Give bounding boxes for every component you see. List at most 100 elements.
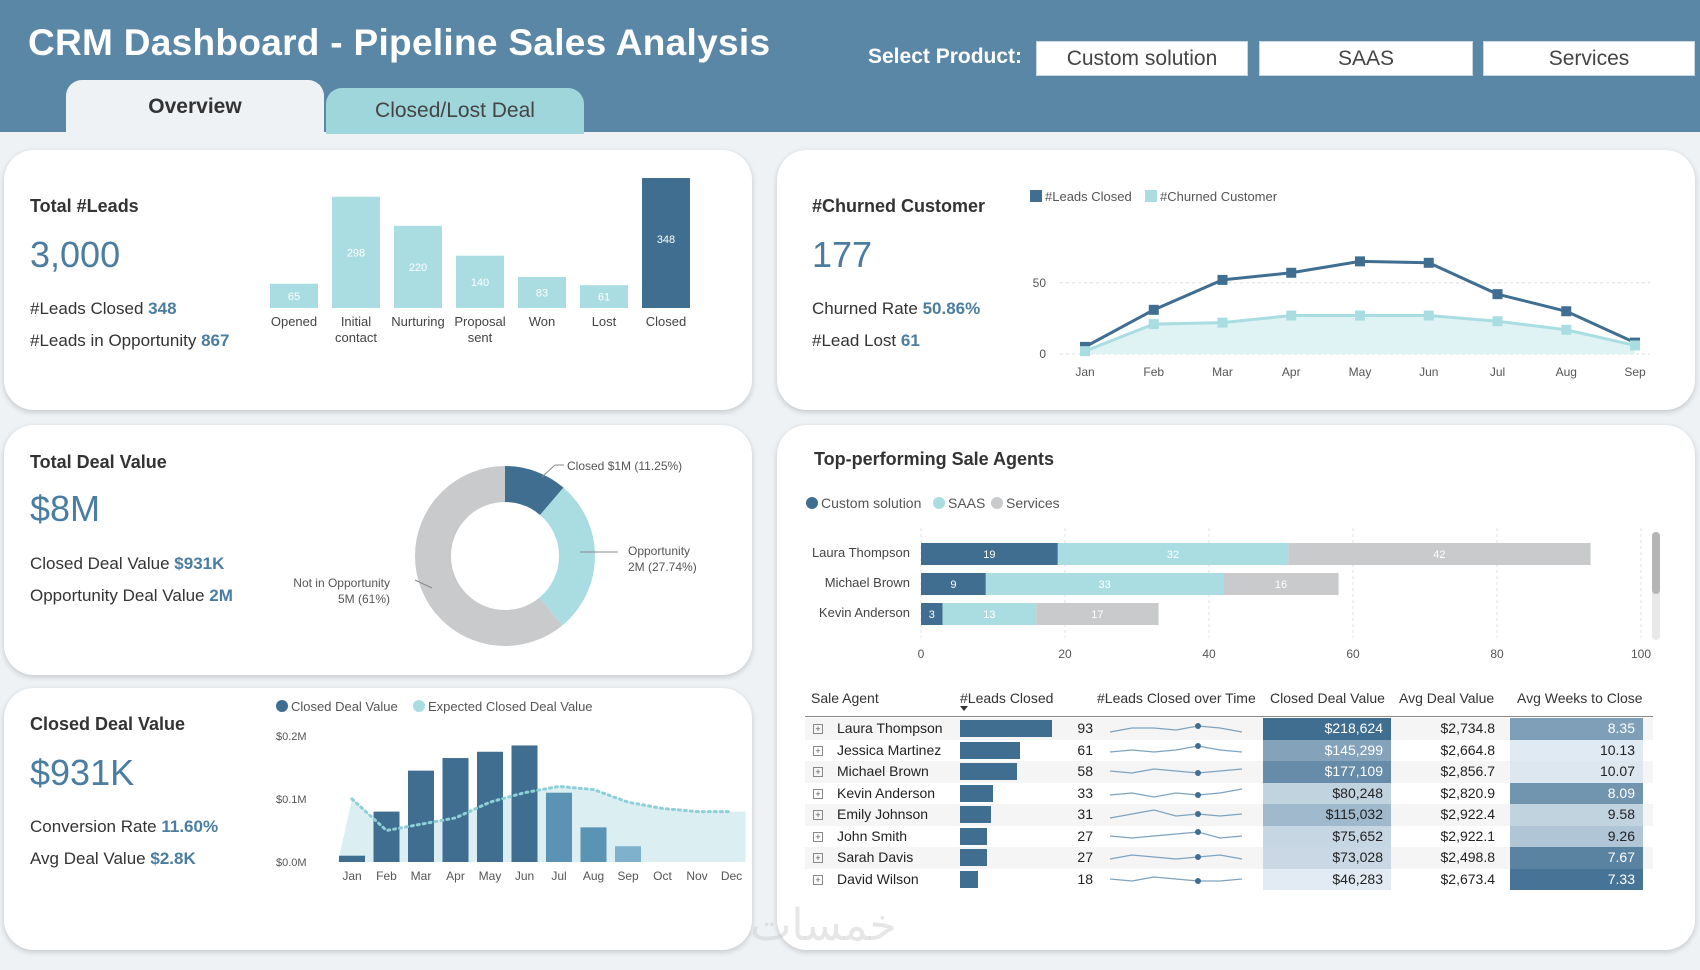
- table-header-avg-deal-value[interactable]: Avg Deal Value: [1399, 690, 1495, 706]
- monthly-deal-value-chart: Closed Deal Value Expected Closed Deal Va…: [276, 699, 746, 883]
- table-row[interactable]: + Kevin Anderson 33 $80,248 $2,820.9 8.09: [805, 782, 1653, 804]
- legend-dot-closed-deal-value: [276, 700, 288, 712]
- point-leads-closed-feb: [1148, 304, 1159, 315]
- avg-weeks-cell: 7.67: [1510, 847, 1643, 869]
- legend-label-closed-deal-value: Closed Deal Value: [291, 699, 398, 714]
- leads-sparkline: [1109, 809, 1243, 819]
- point-churned-customer-aug: [1561, 324, 1572, 335]
- y-tick-2: $0.2M: [276, 731, 307, 743]
- table-row[interactable]: + David Wilson 18 $46,283 $2,673.4 7.33: [805, 868, 1653, 890]
- x-tick-jul: Jul: [1490, 365, 1505, 379]
- leads-closed-bar: [960, 806, 991, 823]
- x-tick-jun: Jun: [1419, 365, 1438, 379]
- tab-overview[interactable]: Overview: [66, 80, 324, 134]
- expand-row-icon[interactable]: +: [813, 745, 823, 756]
- slice-not-in-opportunity: [415, 466, 595, 646]
- bar-label-michael-brown: Michael Brown: [825, 575, 910, 590]
- bar-lost: [580, 285, 628, 308]
- slice-label-opportunity-1: Opportunity: [628, 544, 690, 558]
- point-churned-customer-may: [1355, 310, 1365, 321]
- bar-value-opened: 65: [288, 291, 300, 303]
- closed-deal-value-cell: $177,109: [1263, 761, 1391, 783]
- table-row[interactable]: + Emily Johnson 31 $115,032 $2,922.4 9.58: [805, 804, 1653, 826]
- agent-name: Michael Brown: [837, 763, 929, 779]
- x-tick-feb: Feb: [1143, 365, 1164, 379]
- lead-lost-stat: #Lead Lost 61: [812, 331, 920, 350]
- expand-row-icon[interactable]: +: [813, 831, 823, 842]
- point-churned-customer-jan: [1080, 346, 1090, 357]
- table-header-avg-weeks[interactable]: Avg Weeks to Close: [1517, 690, 1643, 706]
- leads-closed-value: 58: [1077, 763, 1093, 779]
- sparkline-path: [1109, 875, 1243, 882]
- table-header-closed-deal-value[interactable]: Closed Deal Value: [1270, 690, 1385, 706]
- table-header-agent[interactable]: Sale Agent: [811, 690, 879, 706]
- tab-closed-lost-deal[interactable]: Closed/Lost Deal: [326, 88, 584, 134]
- leads-sparkline: [1109, 875, 1243, 884]
- leads-closed-value: 93: [1077, 720, 1093, 736]
- legend-dot-custom-solution: [806, 497, 818, 509]
- product-button-saas[interactable]: SAAS: [1259, 41, 1473, 76]
- point-leads-closed-jun: [1423, 257, 1434, 268]
- expand-row-icon[interactable]: +: [813, 874, 823, 885]
- x-tick-nov: Nov: [686, 869, 707, 883]
- bar-value-michael-brown-custom-solution: 9: [950, 579, 956, 591]
- closed-deal-value-stat: Closed Deal Value $931K: [30, 554, 225, 573]
- legend-dot-expected: [413, 700, 425, 712]
- expand-row-icon[interactable]: +: [813, 724, 823, 734]
- agents-chart-scroll-thumb[interactable]: [1652, 532, 1660, 594]
- avg-weeks-cell: 8.35: [1510, 718, 1643, 740]
- table-header-leads-over-time[interactable]: #Leads Closed over Time: [1097, 690, 1256, 706]
- sparkline-marker: [1195, 770, 1201, 776]
- sparkline-marker: [1195, 791, 1201, 798]
- legend-swatch-churned-customer: [1145, 190, 1157, 202]
- product-button-custom-solution[interactable]: Custom solution: [1036, 41, 1248, 76]
- legend-swatch-leads-closed: [1030, 190, 1042, 202]
- table-row[interactable]: + Michael Brown 58 $177,109 $2,856.7 10.07: [805, 761, 1653, 783]
- avg-deal-value-cell: $2,856.7: [1440, 763, 1496, 779]
- closed-deal-value-cell: $73,028: [1263, 847, 1391, 869]
- bar-label-laura-thompson: Laura Thompson: [812, 545, 910, 560]
- table-row[interactable]: + John Smith 27 $75,652 $2,922.1 9.26: [805, 825, 1653, 847]
- table-row[interactable]: + Laura Thompson 93 $218,624 $2,734.8 8.35: [805, 718, 1653, 740]
- closed-deal-label: Closed Deal Value: [30, 714, 186, 734]
- slice-label-not-in-opportunity-2: 5M (61%): [338, 592, 390, 606]
- bar-feb: [373, 811, 400, 862]
- expand-row-icon[interactable]: +: [813, 853, 823, 863]
- avg-deal-value-cell: $2,664.8: [1440, 741, 1496, 758]
- table-header-leads-closed[interactable]: #Leads Closed: [960, 690, 1054, 706]
- point-churned-customer-apr: [1286, 310, 1297, 321]
- point-leads-closed-mar: [1217, 274, 1228, 285]
- bar-proposal-sent: [456, 255, 504, 308]
- product-button-services[interactable]: Services: [1483, 41, 1695, 76]
- x-tick-sep: Sep: [1624, 365, 1646, 379]
- bar-value-michael-brown-saas: 33: [1098, 579, 1110, 591]
- churn-total: 177: [812, 234, 873, 275]
- expand-row-icon[interactable]: +: [813, 810, 823, 820]
- x-tick-feb: Feb: [376, 869, 397, 883]
- table-row[interactable]: + Jessica Martinez 61 $145,299 $2,664.8 10.13: [805, 739, 1653, 761]
- agents-chart-scrollbar[interactable]: [1652, 532, 1660, 640]
- sparkline-path: [1109, 830, 1243, 839]
- bar-value-proposal-sent: 140: [471, 277, 489, 289]
- expand-row-icon[interactable]: +: [813, 788, 823, 799]
- avg-weeks-cell: 10.07: [1510, 761, 1643, 783]
- avg-weeks-cell: 9.26: [1510, 825, 1643, 847]
- expand-row-icon[interactable]: +: [813, 767, 823, 777]
- sparkline-marker: [1195, 811, 1201, 817]
- agents-panel-title: Top-performing Sale Agents: [814, 449, 1055, 469]
- sparkline-path: [1109, 787, 1243, 798]
- bar-label-initial-contact: contact: [335, 330, 377, 345]
- closed-deal-total: $931K: [30, 752, 135, 793]
- point-leads-closed-may: [1355, 256, 1365, 267]
- leads-closed-bar: [960, 763, 1018, 780]
- table-row[interactable]: + Sarah Davis 27 $73,028 $2,498.8 7.67: [805, 847, 1653, 869]
- bar-value-kevin-anderson-services: 17: [1091, 609, 1103, 621]
- bar-kevin-anderson-saas: [942, 603, 1037, 625]
- x-tick-apr: Apr: [446, 869, 465, 883]
- legend-label-expected: Expected Closed Deal Value: [428, 699, 593, 714]
- leads-closed-bar: [960, 741, 1021, 759]
- legend-label-churned-customer: #Churned Customer: [1160, 189, 1278, 204]
- watermark: خمسات: [750, 900, 897, 951]
- slice-label-closed: Closed $1M (11.25%): [567, 459, 682, 473]
- deal-value-donut-chart: Closed $1M (11.25%) Opportunity 2M (27.74%…: [293, 459, 697, 646]
